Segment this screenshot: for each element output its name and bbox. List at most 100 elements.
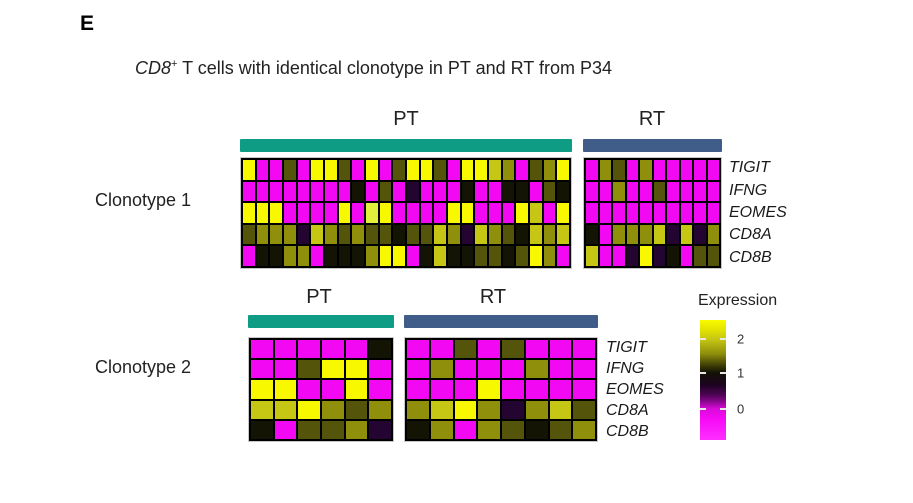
heatmap-cell — [707, 246, 719, 266]
heatmap-cell — [586, 181, 598, 202]
gene-label: CD8A — [606, 401, 649, 419]
heatmap-cell — [284, 203, 296, 223]
heatmap-cell — [352, 246, 364, 266]
heatmap-cell — [311, 224, 323, 245]
gene-label: TIGIT — [606, 338, 647, 356]
heatmap-cell — [516, 160, 528, 180]
heatmap-cell — [525, 360, 548, 379]
heatmap-cell — [434, 203, 446, 223]
heatmap-cell — [393, 246, 405, 266]
heatmap-cell — [270, 181, 282, 202]
panel-letter: E — [80, 12, 95, 35]
heatmap-cell — [680, 181, 692, 202]
heatmap-cell — [345, 420, 368, 439]
heatmap-cell — [667, 181, 679, 202]
heatmap-cell — [297, 224, 310, 245]
gene-label: TIGIT — [729, 159, 770, 177]
heatmap-cell — [516, 246, 528, 266]
heatmap-cell — [297, 160, 310, 180]
heatmap-cell — [454, 380, 477, 399]
heatmap-cell — [525, 340, 548, 359]
heatmap-cell — [420, 203, 433, 223]
heatmap-cell — [321, 380, 344, 399]
heatmap-cell — [407, 246, 419, 266]
clonotype2-pt-header: PT — [306, 286, 332, 308]
heatmap-cell — [530, 246, 542, 266]
heatmap-cell — [502, 360, 524, 379]
heatmap-cell — [475, 224, 487, 245]
heatmap-cell — [379, 160, 392, 180]
heatmap-cell — [694, 203, 706, 223]
clonotype1-pt-heatmap — [240, 157, 572, 269]
heatmap-cell — [407, 340, 429, 359]
heatmap-cell — [667, 203, 679, 223]
heatmap-cell — [599, 203, 611, 223]
heatmap-cell — [653, 181, 665, 202]
heatmap-cell — [338, 246, 351, 266]
heatmap-cell — [274, 400, 297, 419]
heatmap-cell — [298, 360, 320, 379]
legend-tick-label: 2 — [737, 331, 745, 347]
heatmap-cell — [640, 181, 652, 202]
heatmap-cell — [502, 420, 524, 439]
title-gene-name: CD8 — [135, 58, 172, 78]
clonotype1-label: Clonotype 1 — [95, 190, 192, 210]
heatmap-cell — [274, 360, 297, 379]
heatmap-cell — [393, 160, 405, 180]
heatmap-cell — [352, 181, 364, 202]
heatmap-cell — [613, 160, 625, 180]
heatmap-cell — [475, 203, 487, 223]
heatmap-cell — [338, 224, 351, 245]
heatmap-cell — [379, 246, 392, 266]
heatmap-cell — [461, 160, 474, 180]
heatmap-cell — [430, 400, 453, 419]
heatmap-cell — [420, 160, 433, 180]
heatmap-cell — [694, 224, 706, 245]
heatmap-cell — [369, 340, 391, 359]
heatmap-cell — [640, 246, 652, 266]
clonotype1-rt-header: RT — [638, 108, 666, 130]
heatmap-cell — [680, 203, 692, 223]
heatmap-cell — [270, 246, 282, 266]
clonotype1-pt-header: PT — [393, 108, 419, 130]
heatmap-cell — [345, 360, 368, 379]
heatmap-cell — [345, 400, 368, 419]
gene-label: CD8B — [729, 248, 772, 266]
heatmap-cell — [525, 420, 548, 439]
heatmap-cell — [321, 360, 344, 379]
clonotype1-rt-annotation-bar — [583, 139, 722, 152]
heatmap-cell — [434, 224, 446, 245]
heatmap-cell — [256, 246, 269, 266]
heatmap-cell — [345, 340, 368, 359]
legend-tick-notch — [700, 407, 706, 410]
heatmap-cell — [325, 181, 337, 202]
heatmap-cell — [256, 203, 269, 223]
heatmap-cell — [270, 224, 282, 245]
clonotype2-label: Clonotype 2 — [95, 357, 192, 377]
heatmap-cell — [667, 224, 679, 245]
heatmap-cell — [543, 224, 556, 245]
clonotype2-rt-header: RT — [479, 286, 507, 308]
heatmap-cell — [298, 340, 320, 359]
heatmap-cell — [613, 246, 625, 266]
figure-title: CD8+ T cells with identical clonotype in… — [135, 58, 612, 79]
heatmap-cell — [243, 203, 255, 223]
heatmap-cell — [475, 246, 487, 266]
heatmap-cell — [448, 246, 460, 266]
heatmap-cell — [549, 380, 572, 399]
heatmap-cell — [640, 224, 652, 245]
legend-tick-notch — [720, 371, 726, 374]
heatmap-cell — [243, 160, 255, 180]
heatmap-cell — [430, 420, 453, 439]
heatmap-cell — [489, 246, 501, 266]
gene-label: EOMES — [729, 203, 787, 221]
heatmap-cell — [516, 181, 528, 202]
heatmap-cell — [298, 400, 320, 419]
heatmap-cell — [461, 181, 474, 202]
heatmap-cell — [502, 160, 515, 180]
heatmap-cell — [420, 181, 433, 202]
heatmap-cell — [352, 160, 364, 180]
heatmap-cell — [407, 400, 429, 419]
clonotype1-rt-heatmap — [583, 157, 722, 269]
legend-title: Expression — [698, 292, 778, 309]
